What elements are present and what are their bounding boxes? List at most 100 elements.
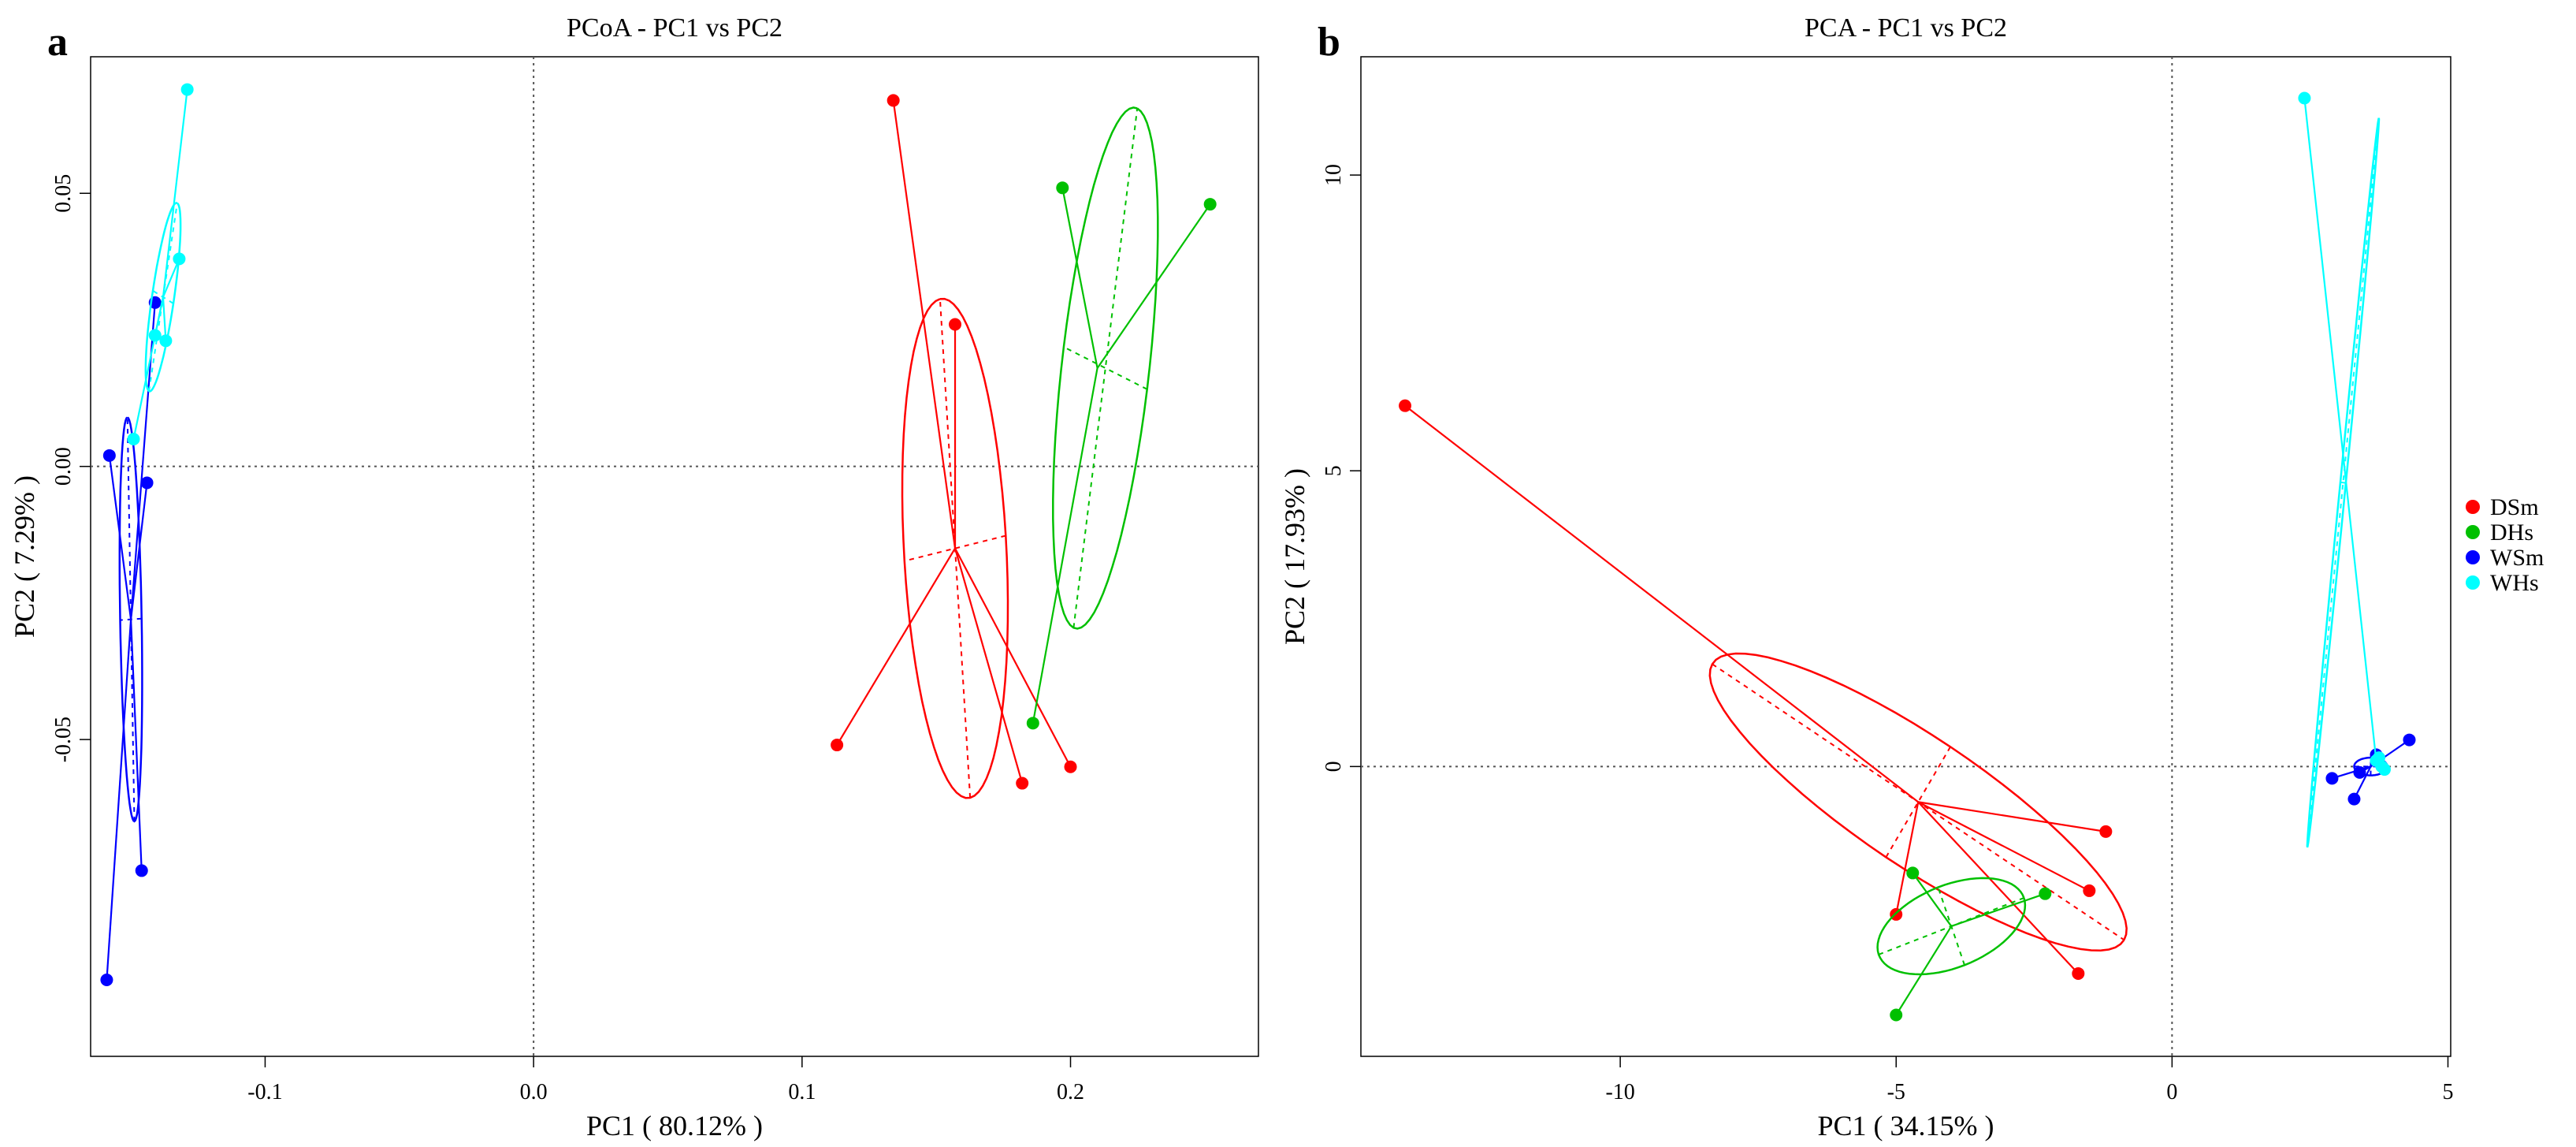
x-tick-label: 0.1 xyxy=(788,1080,816,1104)
spider-line-DSm xyxy=(836,548,956,746)
y-axis-label: PC2 ( 7.29% ) xyxy=(9,475,40,638)
data-point-WSm xyxy=(2403,733,2416,747)
series-DSm xyxy=(1399,399,2128,980)
spider-line-DSm xyxy=(953,548,1024,784)
ellipse-minor-axis-DSm xyxy=(904,534,1006,562)
data-point-WHs xyxy=(2298,91,2311,105)
legend-marker-WHs xyxy=(2466,575,2480,590)
data-point-WHs xyxy=(127,433,140,446)
data-point-WHs xyxy=(148,329,162,342)
chart-title: PCoA - PC1 vs PC2 xyxy=(567,13,782,43)
series-WSm xyxy=(2325,733,2416,806)
data-point-DSm xyxy=(1399,399,1412,412)
spider-line-DHs xyxy=(1895,925,1953,1016)
series-DSm xyxy=(831,94,1077,799)
legend-label-WHs: WHs xyxy=(2490,570,2539,596)
confidence-ellipse-DSm xyxy=(901,297,1009,799)
data-point-WSm xyxy=(2325,772,2339,785)
data-point-WHs xyxy=(2375,760,2388,773)
data-point-DSm xyxy=(949,318,962,331)
y-tick-label: -0.05 xyxy=(51,717,76,762)
y-tick-label: 10 xyxy=(1321,164,1346,186)
data-point-DHs xyxy=(1026,717,1039,730)
data-point-WHs xyxy=(173,252,186,266)
spider-line-DHs xyxy=(1950,892,2046,927)
data-point-DHs xyxy=(1906,866,1920,880)
series-DHs xyxy=(1876,866,2052,1022)
data-point-DHs xyxy=(1203,198,1217,211)
spider-line-DSm xyxy=(1404,404,1919,803)
spider-line-DSm xyxy=(892,100,957,549)
legend-label-WSm: WSm xyxy=(2490,545,2544,571)
y-tick-label: 0.05 xyxy=(51,174,76,213)
spider-line-WHs xyxy=(162,258,180,298)
spider-line-DHs xyxy=(1912,872,1953,927)
series-WHs xyxy=(127,83,194,446)
x-tick-label: -0.1 xyxy=(247,1080,282,1104)
data-point-WSm xyxy=(100,973,113,986)
spider-line-DSm xyxy=(1917,801,2090,892)
spider-line-WHs xyxy=(162,89,188,298)
legend-label-DSm: DSm xyxy=(2490,494,2539,520)
x-tick-label: 5 xyxy=(2442,1080,2453,1104)
pca-chart: -10 -5 0 5 0 5 10 PCA - PC1 vs PC2 PC1 ( 34.15% … xyxy=(1279,13,2453,1141)
data-point-DSm xyxy=(2099,825,2113,838)
y-tick-label: 0 xyxy=(1321,761,1346,772)
data-point-DHs xyxy=(1056,181,1069,195)
spider-line-DHs xyxy=(1096,203,1211,369)
y-tick-label: 5 xyxy=(1321,465,1346,476)
spider-line-WSm xyxy=(106,619,132,981)
series-WHs xyxy=(2298,91,2391,848)
spider-line-DSm xyxy=(954,548,1072,768)
data-point-DSm xyxy=(2072,966,2085,980)
data-point-WSm xyxy=(2347,792,2361,806)
spider-line-WHs xyxy=(132,296,165,440)
pcoa-chart: -0.1 0.0 0.1 0.2 -0.05 0.00 0.05 PCoA - PC1 vs … xyxy=(9,13,1259,1141)
spider-line-WHs xyxy=(162,296,167,341)
legend-marker-WSm xyxy=(2466,550,2480,564)
spider-line-WSm xyxy=(130,619,143,871)
chart-title: PCA - PC1 vs PC2 xyxy=(1805,13,2007,43)
spider-line-DSm xyxy=(1918,801,2106,832)
x-axis-label: PC1 ( 34.15% ) xyxy=(1818,1110,1994,1141)
x-tick-label: -10 xyxy=(1605,1080,1634,1104)
x-tick-label: 0.0 xyxy=(520,1080,548,1104)
series-DHs xyxy=(1026,106,1217,730)
spider-line-WSm xyxy=(130,482,148,620)
data-point-WHs xyxy=(180,83,194,96)
legend-marker-DHs xyxy=(2466,525,2480,539)
legend-label-DHs: DHs xyxy=(2490,520,2533,546)
series-WSm xyxy=(100,296,162,986)
confidence-ellipse-DHs xyxy=(1876,877,2027,976)
x-tick-label: 0 xyxy=(2166,1080,2177,1104)
data-point-DHs xyxy=(2039,887,2052,900)
data-point-WSm xyxy=(135,864,148,877)
x-tick-label: 0.2 xyxy=(1057,1080,1084,1104)
data-point-DSm xyxy=(1016,776,1029,790)
panel-label-b: b xyxy=(1318,20,1340,65)
data-point-DSm xyxy=(887,94,900,107)
spider-line-DHs xyxy=(1061,188,1098,369)
y-axis-label: PC2 ( 17.93% ) xyxy=(1279,468,1310,645)
data-point-DSm xyxy=(2083,884,2096,897)
data-point-WSm xyxy=(102,449,116,462)
spider-line-WSm xyxy=(108,455,132,620)
panel-label-a: a xyxy=(47,20,68,65)
data-point-WSm xyxy=(2353,765,2366,779)
plot-frame xyxy=(1360,56,2451,1057)
data-point-DSm xyxy=(1064,760,1077,773)
ellipse-major-axis-DHs xyxy=(1072,108,1139,628)
spider-line-DSm xyxy=(1917,801,2080,974)
ellipse-minor-axis-DSm xyxy=(1885,746,1951,858)
ellipse-minor-axis-WHs xyxy=(2340,481,2347,484)
legend-marker-DSm xyxy=(2466,500,2480,514)
spider-line-WHs xyxy=(2303,98,2377,761)
spider-line-DHs xyxy=(1032,367,1098,724)
confidence-ellipse-DHs xyxy=(1052,106,1159,630)
x-axis-label: PC1 ( 80.12% ) xyxy=(586,1110,763,1141)
ellipse-minor-axis-DHs xyxy=(1063,346,1148,390)
data-point-DHs xyxy=(1890,1008,1903,1022)
plot-frame xyxy=(90,56,1259,1057)
